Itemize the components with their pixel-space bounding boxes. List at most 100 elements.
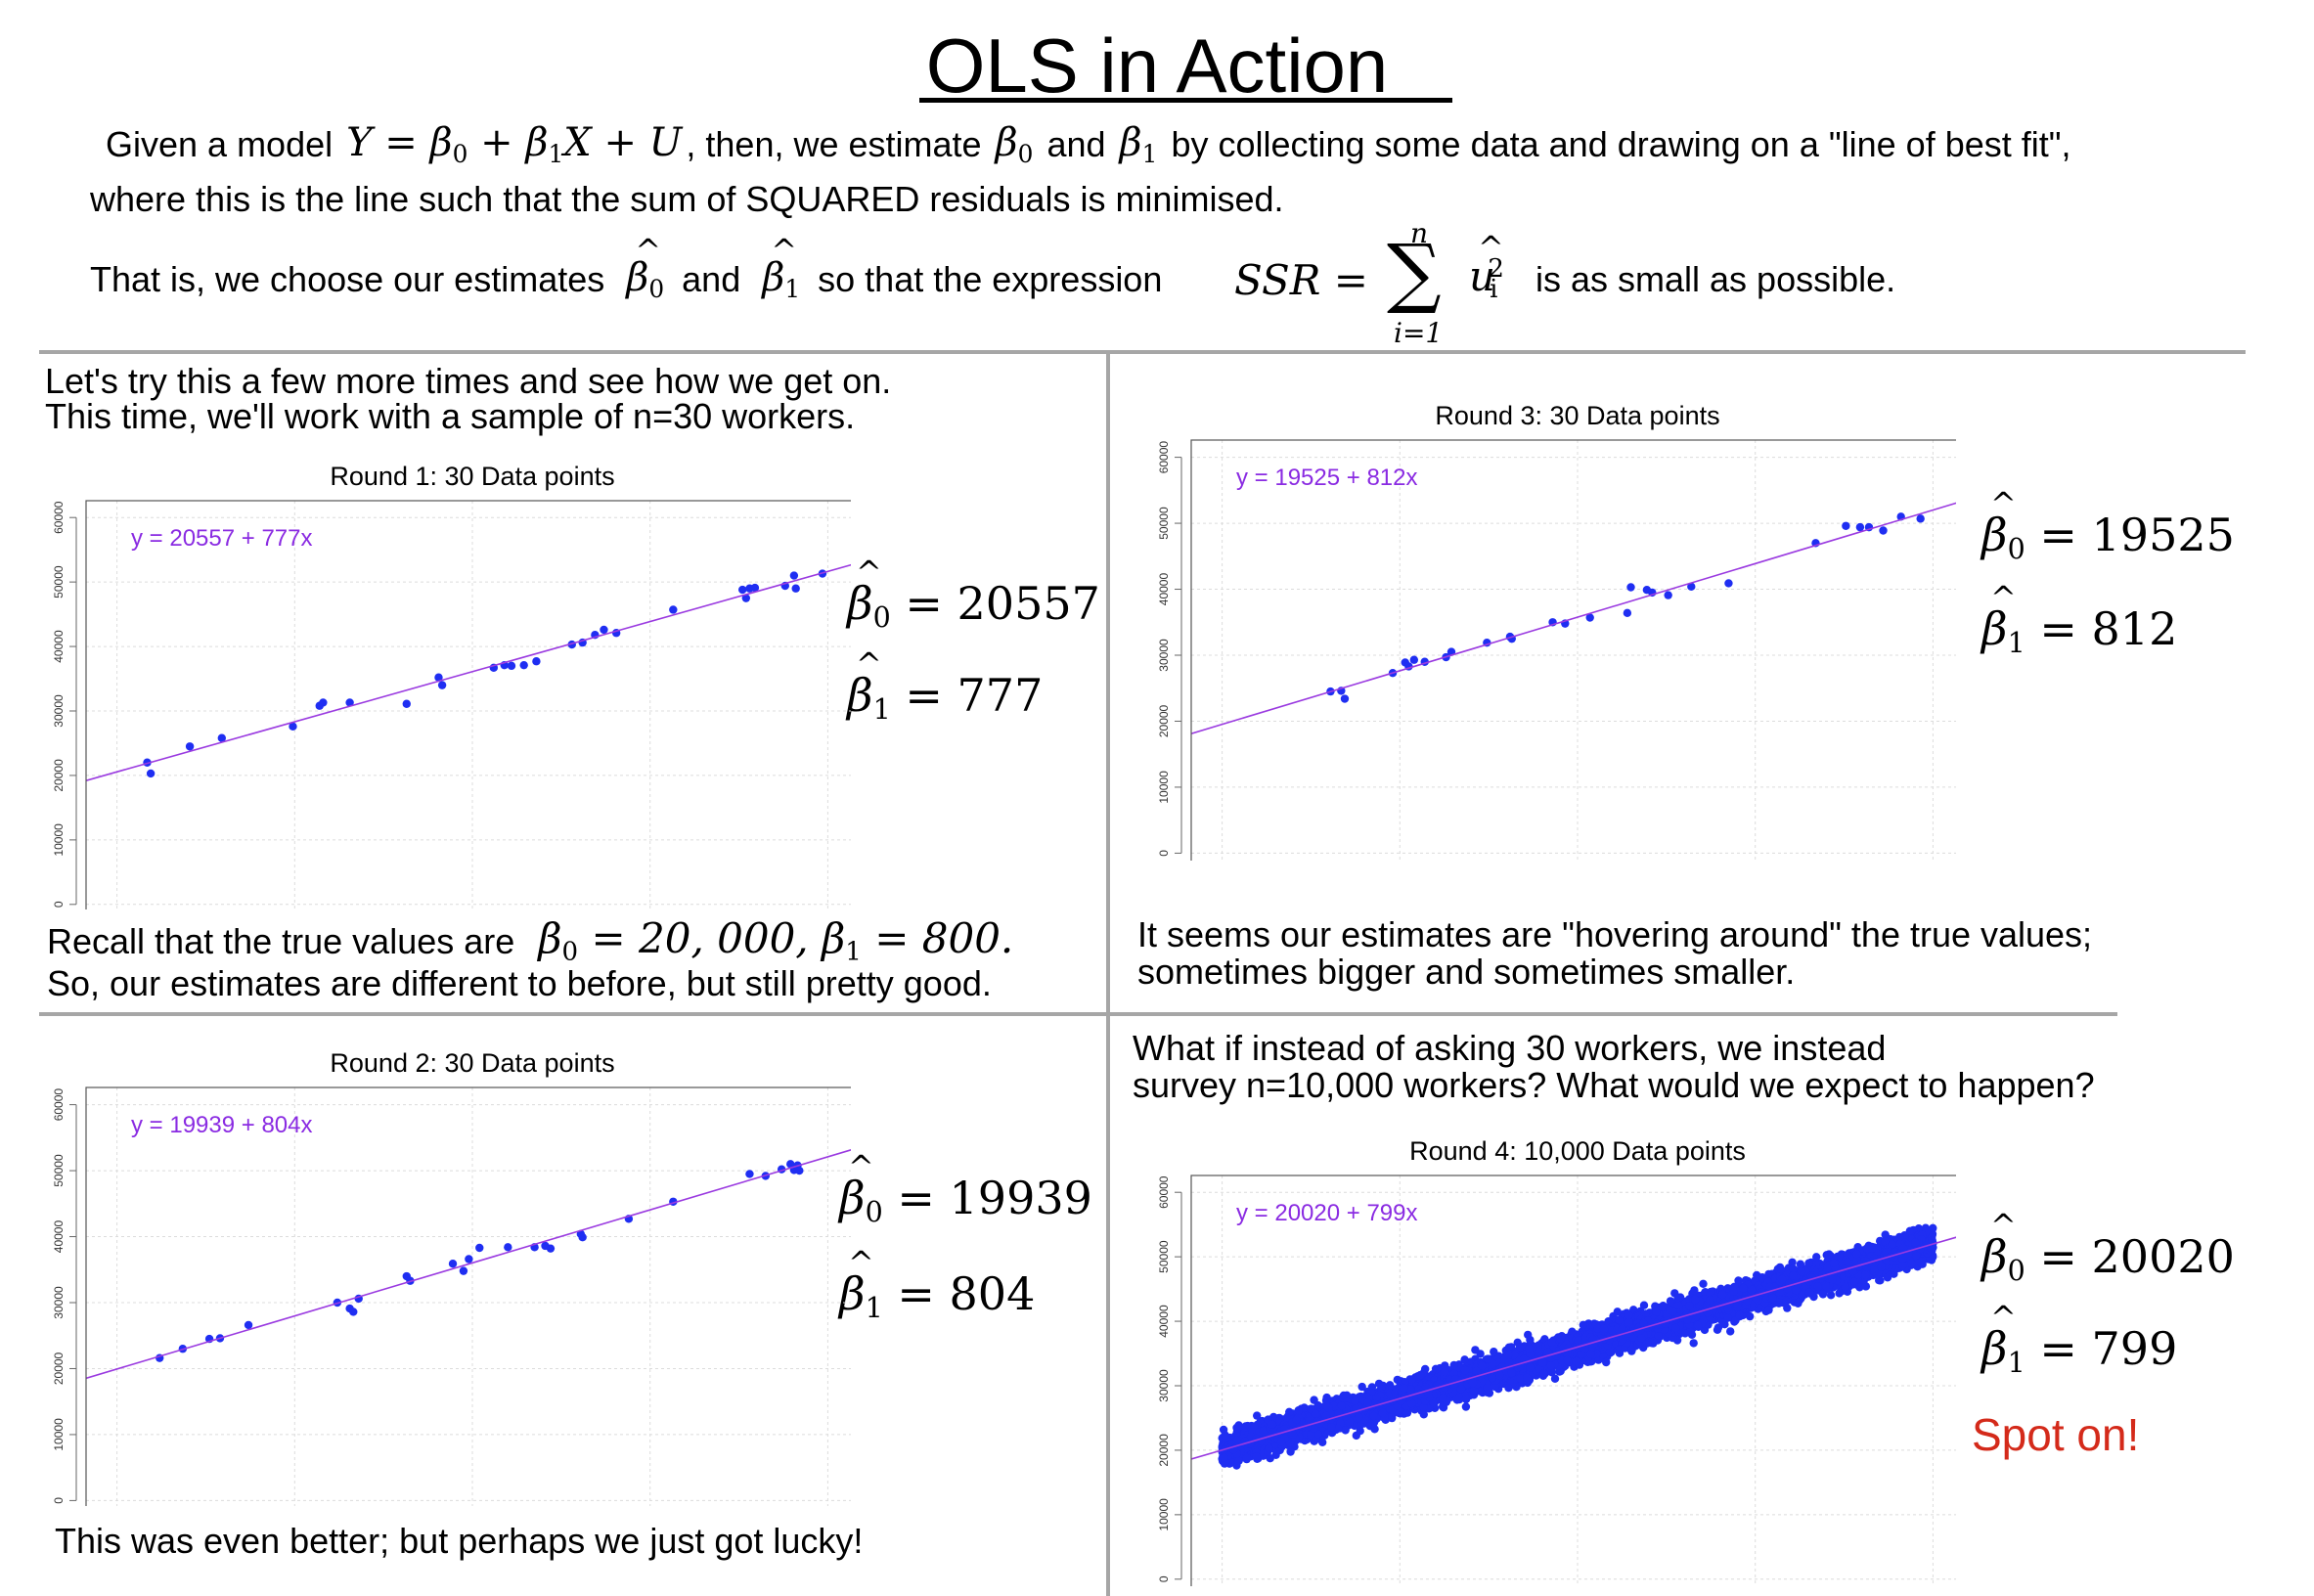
- data-point: [1689, 1339, 1698, 1348]
- y-tick-label: 10000: [1157, 771, 1171, 804]
- data-point: [1340, 694, 1350, 703]
- round1-b1: β1 = 777: [847, 645, 1043, 726]
- true-values: β0 = 20, 000, β1 = 800.: [538, 914, 1014, 967]
- q4-text-1: What if instead of asking 30 workers, we…: [1133, 1028, 1887, 1068]
- page-title: OLS in Action: [925, 22, 1389, 109]
- y-tick-label: 50000: [52, 1154, 66, 1187]
- intro-text: That is, we choose our estimates: [90, 259, 605, 299]
- data-point: [1639, 1301, 1649, 1309]
- y-tick-label: 0: [52, 901, 66, 908]
- data-point: [1253, 1411, 1262, 1420]
- q4-text-2: survey n=10,000 workers? What would we e…: [1133, 1065, 2095, 1105]
- plot-frame: [85, 500, 851, 909]
- model-formula: Y = β0 + β1X + U: [346, 119, 683, 168]
- y-tick-label: 30000: [52, 1286, 66, 1319]
- data-point: [1461, 1402, 1471, 1411]
- data-point: [1842, 521, 1850, 530]
- y-tick-label: 40000: [52, 630, 66, 663]
- sum-sigma: ∑: [1387, 229, 1442, 317]
- data-point: [434, 673, 443, 682]
- data-point: [437, 681, 447, 689]
- y-tick-label: 20000: [52, 759, 66, 792]
- regression-equation: y = 19525 + 812x: [1236, 465, 1417, 491]
- round4-b1: β1 = 799: [1981, 1299, 2177, 1379]
- data-point: [519, 660, 528, 670]
- data-point: [786, 1160, 795, 1169]
- data-point: [1855, 522, 1865, 532]
- chart-title: Round 3: 30 Data points: [1435, 401, 1719, 430]
- data-point: [532, 657, 541, 666]
- y-tick-label: 60000: [52, 501, 66, 534]
- data-point: [1916, 514, 1925, 523]
- data-point: [1585, 613, 1594, 622]
- intro-text: , then, we estimate: [686, 124, 982, 164]
- intro-text: so that the expression: [818, 259, 1163, 299]
- y-tick-label: 0: [1157, 850, 1171, 857]
- beta1-symbol: β1: [1119, 119, 1158, 168]
- ssr-lhs: SSR =: [1234, 256, 1368, 304]
- y-tick-label: 20000: [52, 1352, 66, 1385]
- data-point: [546, 1244, 556, 1253]
- data-point: [402, 699, 411, 708]
- data-point: [1664, 591, 1672, 599]
- y-tick-label: 60000: [1157, 441, 1171, 474]
- data-point: [475, 1243, 484, 1253]
- regression-equation: y = 19939 + 804x: [131, 1112, 312, 1138]
- data-points: [1326, 512, 1925, 703]
- round2-scatter-chart: Round 2: 30 Data points y = 19939 + 804x 0…: [52, 1048, 851, 1506]
- intro-line-1: Given a model Y = β0 + β1X + U , then, w…: [106, 121, 2071, 168]
- regression-line: [86, 1149, 851, 1380]
- data-point: [349, 1308, 358, 1316]
- plot-frame: [1190, 439, 1956, 861]
- q1-after-line-2: So, our estimates are different to befor…: [47, 963, 992, 1003]
- data-point: [600, 625, 608, 635]
- round3-scatter-chart: Round 3: 30 Data points y = 19525 + 812x 0…: [1157, 401, 1956, 861]
- y-tick-label: 20000: [1157, 704, 1171, 737]
- residual-squared: ui2: [1469, 229, 1504, 304]
- intro-text: and: [682, 259, 741, 299]
- y-tick-label: 10000: [52, 823, 66, 857]
- y-tick-label: 30000: [1157, 639, 1171, 672]
- spot-on-label: Spot on!: [1972, 1409, 2140, 1460]
- data-point: [741, 594, 751, 602]
- beta1-hat-symbol: β1: [762, 235, 800, 302]
- divider-middle-right: [1110, 1012, 2117, 1016]
- divider-middle-left: [39, 1012, 1106, 1016]
- regression-line: [1191, 502, 1956, 734]
- recall-text: Recall that the true values are: [47, 921, 515, 961]
- data-point: [217, 733, 227, 742]
- data-point: [289, 722, 297, 732]
- y-tick-label: 0: [52, 1497, 66, 1504]
- y-tick-label: 10000: [52, 1418, 66, 1451]
- y-tick-label: 30000: [52, 694, 66, 728]
- data-point: [185, 742, 195, 751]
- data-point: [1357, 1382, 1366, 1392]
- y-tick-label: 60000: [52, 1088, 66, 1122]
- y-tick-label: 40000: [52, 1220, 66, 1254]
- data-point: [1724, 579, 1733, 588]
- y-tick-label: 50000: [52, 565, 66, 598]
- data-point: [750, 583, 760, 593]
- data-point: [504, 1243, 512, 1252]
- data-point: [244, 1320, 253, 1330]
- data-point: [1826, 1291, 1836, 1300]
- divider-vertical: [1106, 352, 1110, 1596]
- data-point: [1615, 1349, 1624, 1357]
- intro-text: by collecting some data and drawing on a…: [1171, 124, 2071, 164]
- round4-b0: β0 = 20020: [1981, 1207, 2235, 1287]
- data-point: [1879, 526, 1888, 535]
- data-point: [319, 698, 328, 707]
- data-point: [345, 698, 354, 707]
- plot-frame: [85, 1086, 851, 1506]
- intro-text: and: [1046, 124, 1106, 164]
- chart-title: Round 2: 30 Data points: [330, 1048, 614, 1078]
- beta0-symbol: β0: [995, 119, 1034, 168]
- intro-text: is as small as possible.: [1535, 259, 1896, 299]
- regression-line: [86, 563, 851, 781]
- y-tick-label: 40000: [1157, 573, 1171, 606]
- data-point: [146, 769, 156, 778]
- data-point: [1409, 655, 1419, 664]
- data-point: [459, 1266, 468, 1275]
